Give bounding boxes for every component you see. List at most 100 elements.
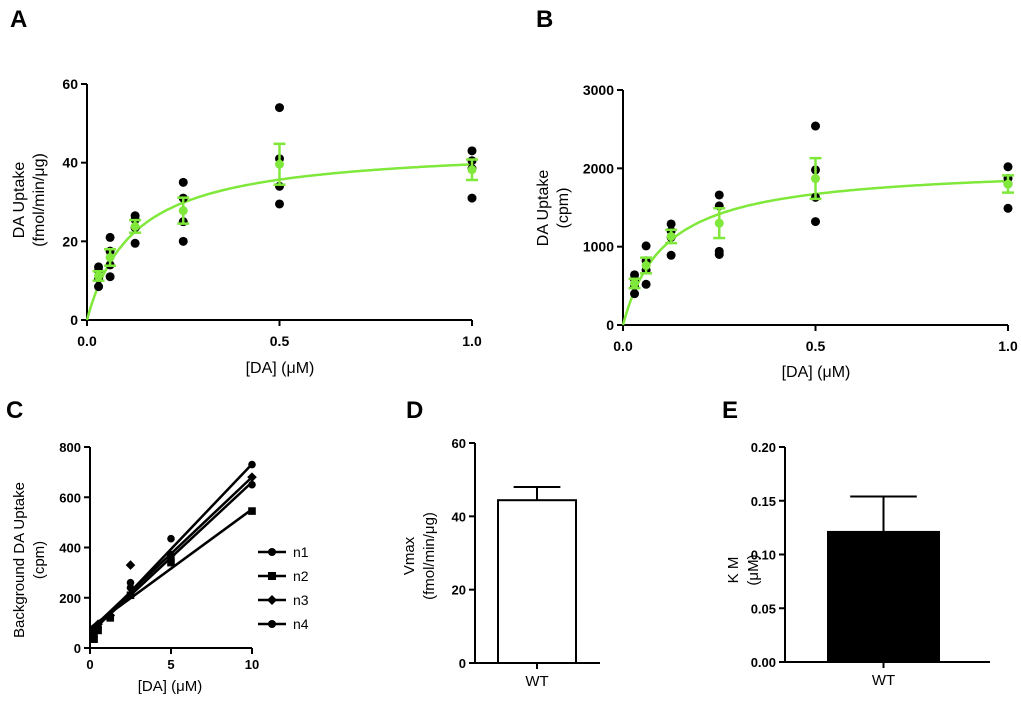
- panel-d-letter: D: [406, 397, 423, 424]
- panel-b-mean-point: [1003, 179, 1013, 189]
- panel-c-data-point-n1: [248, 460, 256, 469]
- panel-e-y-tick-label: 0.20: [751, 440, 776, 455]
- panel-c-y-tick-label: 200: [59, 591, 81, 606]
- panel-b-data-point: [666, 250, 676, 260]
- panel-c-x-tick-label: 10: [245, 657, 259, 672]
- panel-c-legend: n1 n2 n3 n4: [258, 544, 309, 632]
- panel-c-chart: C 0 200 400 600 800 0 5 10 n1 n2 n3 n4 [DA] (μM) B…: [6, 397, 309, 695]
- panel-d-ylabel-1: Vmax: [401, 536, 418, 575]
- panel-c-data-point-n4: [248, 480, 256, 489]
- panel-b-ylabel-1: DA Uptake: [535, 170, 552, 247]
- panel-b-chart: B 0 1000 2000 3000 0.0 0.5 1.0 [DA] (μM) DA Up…: [535, 6, 1018, 381]
- panel-b-data-point: [1003, 203, 1013, 213]
- panel-a-data-point: [94, 262, 104, 272]
- panel-c-legend-label-n3: n3: [293, 592, 309, 608]
- panel-a-mean-point: [467, 165, 477, 175]
- panel-c-letter: C: [6, 397, 23, 424]
- panel-a-data-point: [178, 177, 188, 187]
- panel-a-chart: A 0 20 40 60 0.0 0.5 1.0 [DA] (μM) DA Uptake (…: [10, 6, 482, 377]
- panel-c-data-point-n2: [126, 591, 135, 600]
- panel-c-x-tick-label: 5: [167, 657, 174, 672]
- panel-b-data-point: [811, 217, 820, 227]
- panel-a-mean-point: [94, 271, 104, 281]
- panel-a-y-tick-label: 40: [62, 155, 78, 171]
- panel-c-data-point-n2: [167, 558, 175, 567]
- panel-a-data-point: [467, 146, 477, 156]
- panel-a-data-point: [105, 272, 115, 282]
- panel-b-fit: [621, 179, 1009, 326]
- panel-b-data-point: [714, 190, 724, 200]
- panel-b-data-point: [666, 219, 676, 229]
- panel-e-y-tick-label: 0.05: [751, 601, 776, 616]
- panel-b-x-tick-label: 1.0: [998, 338, 1018, 354]
- panel-d-category-label: WT: [525, 673, 548, 690]
- panel-c-legend-label-n1: n1: [293, 544, 309, 560]
- panel-d-bar-wt: [497, 499, 577, 665]
- panel-a-mean-point: [275, 159, 284, 169]
- panel-c-ylabel-2: (cpm): [31, 541, 48, 579]
- panel-c-legend-label-n2: n2: [293, 568, 309, 584]
- panel-a-y-tick-label: 60: [62, 76, 78, 92]
- panel-b-x-tick-label: 0.0: [613, 338, 633, 354]
- panel-a-axes: 0 20 40 60 0.0 0.5 1.0: [62, 76, 482, 349]
- panel-a-y-tick-label: 20: [62, 233, 78, 249]
- panel-e-category-label: WT: [872, 672, 895, 689]
- panel-c-points: [89, 460, 257, 644]
- panel-a-y-tick-label: 0: [70, 312, 78, 328]
- panel-b-ylabel-2: (cpm): [555, 188, 572, 229]
- panel-c-xlabel: [DA] (μM): [138, 678, 202, 695]
- panel-e-y-tick-label: 0.00: [751, 655, 776, 670]
- panel-a-mean-point: [178, 206, 188, 216]
- panel-a-data-point: [275, 199, 284, 209]
- panel-d-bars: WT: [497, 486, 577, 690]
- panel-d-ylabel-2: (fmol/min/μg): [421, 512, 438, 600]
- panel-c-axes: 0 200 400 600 800 0 5 10: [59, 440, 259, 672]
- panel-b-fit-curve: [621, 179, 1009, 326]
- panel-b-mean-point: [714, 218, 724, 228]
- panel-b-mean-point: [641, 260, 651, 270]
- panel-b-y-tick-label: 1000: [583, 239, 614, 255]
- panel-d-chart: D 0 20 40 60 WT Vmax (fmol/min/μg): [401, 397, 600, 690]
- panel-a-data-point: [130, 211, 140, 221]
- panel-c-ylabel-1: Background DA Uptake: [11, 482, 28, 638]
- panel-a-letter: A: [10, 6, 27, 33]
- panel-c-legend-label-n4: n4: [293, 616, 309, 632]
- panel-e-y-tick-label: 0.15: [751, 494, 776, 509]
- panel-a-data-point: [178, 236, 188, 246]
- panel-a-xlabel: [DA] (μM): [246, 360, 315, 377]
- panel-c-fit-lines: [89, 463, 253, 636]
- panel-d-y-tick-label: 60: [452, 436, 466, 451]
- panel-c-legend-marker-n1: [268, 548, 276, 556]
- panel-a-data-point: [130, 238, 140, 248]
- panel-a-x-tick-label: 1.0: [462, 333, 482, 349]
- panel-a-data-point: [275, 103, 284, 113]
- panel-a-data-point: [105, 232, 115, 242]
- panel-c-data-point-n3: [125, 560, 136, 570]
- panel-e-axes: 0.00 0.05 0.10 0.15 0.20: [751, 440, 990, 670]
- panel-b-x-tick-label: 0.5: [806, 338, 826, 354]
- panel-a-x-tick-label: 0.5: [270, 333, 290, 349]
- panel-c-data-point-n1: [167, 534, 175, 543]
- panel-a-x-tick-label: 0.0: [77, 333, 97, 349]
- panel-e-bar-wt: [827, 530, 940, 663]
- panel-b-data-point: [714, 246, 724, 256]
- panel-c-y-tick-label: 800: [59, 440, 81, 455]
- panel-c-data-point-n3: [247, 472, 257, 482]
- panel-d-y-tick-label: 0: [459, 656, 466, 671]
- panel-a-data-point: [467, 193, 477, 203]
- panel-b-mean-point: [666, 231, 676, 241]
- panel-b-y-tick-label: 2000: [583, 160, 614, 176]
- panel-a-mean-point: [105, 252, 115, 262]
- panel-e-bars: WT: [827, 495, 940, 689]
- panel-b-data-point: [630, 270, 640, 280]
- panel-c-y-tick-label: 0: [74, 641, 81, 656]
- panel-c-legend-marker-n4: [268, 620, 276, 628]
- panel-b-data-point: [641, 279, 651, 289]
- panel-c-y-tick-label: 600: [59, 490, 81, 505]
- panel-c-data-point-n4: [106, 612, 115, 621]
- panel-c-data-point-n4: [167, 553, 175, 562]
- panel-e-chart: E 0.00 0.05 0.10 0.15 0.20 WT K M (μM): [722, 397, 990, 689]
- panel-b-points: [630, 121, 1013, 299]
- panel-e-ylabel-1: K M: [725, 557, 742, 584]
